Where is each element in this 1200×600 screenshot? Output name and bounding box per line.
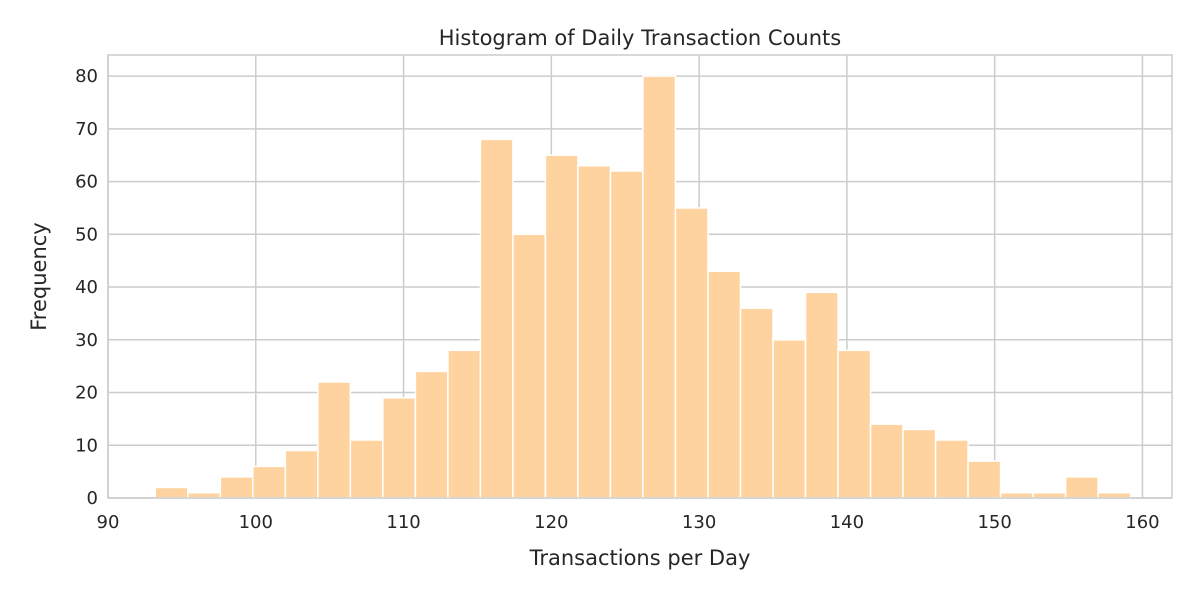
histogram-bar	[1064, 476, 1099, 499]
histogram-bar	[804, 291, 839, 499]
y-tick-label: 70	[75, 119, 98, 140]
histogram-bar	[284, 449, 319, 499]
histogram-bar	[934, 439, 969, 499]
tick-layer: 90 100 110 120 130 140 150 160 0 10 20 30 40 50 60 70 80	[75, 66, 1160, 533]
histogram-bar	[707, 270, 742, 499]
histogram-bar	[869, 423, 904, 499]
histogram-bar	[544, 154, 579, 499]
bar-layer	[154, 75, 1132, 499]
histogram-bar	[902, 428, 937, 499]
histogram-bar	[1097, 491, 1132, 499]
histogram-bar	[349, 439, 384, 499]
histogram-bar	[1032, 491, 1067, 499]
y-tick-label: 40	[75, 277, 98, 298]
histogram-bar	[414, 370, 449, 499]
histogram-bar	[837, 349, 872, 499]
x-tick-label: 150	[977, 512, 1011, 533]
y-tick-label: 0	[87, 488, 98, 509]
x-axis-label: Transactions per Day	[529, 546, 751, 570]
histogram-bar	[967, 460, 1002, 499]
histogram-bar	[999, 491, 1034, 499]
histogram-bar	[317, 381, 352, 499]
x-tick-label: 140	[830, 512, 864, 533]
x-tick-label: 130	[682, 512, 716, 533]
y-axis-label: Frequency	[27, 222, 51, 331]
histogram-bar	[674, 207, 709, 499]
y-tick-label: 50	[75, 224, 98, 245]
x-tick-label: 120	[534, 512, 568, 533]
x-tick-label: 100	[239, 512, 273, 533]
x-tick-label: 90	[97, 512, 120, 533]
histogram-bar	[642, 75, 677, 499]
y-tick-label: 30	[75, 330, 98, 351]
y-tick-label: 20	[75, 383, 98, 404]
histogram-bar	[252, 465, 287, 499]
histogram-bar	[512, 233, 547, 499]
x-tick-label: 160	[1125, 512, 1159, 533]
histogram-bar	[739, 307, 774, 499]
histogram-bar	[187, 491, 222, 499]
x-tick-label: 110	[386, 512, 420, 533]
histogram-bar	[154, 486, 189, 499]
y-tick-label: 60	[75, 172, 98, 193]
histogram-bar	[382, 397, 417, 499]
histogram-bar	[609, 170, 644, 499]
histogram-bar	[577, 165, 612, 499]
histogram-bar	[479, 138, 514, 499]
histogram-bar	[219, 476, 254, 499]
histogram-bar	[772, 339, 807, 499]
chart-title: Histogram of Daily Transaction Counts	[439, 26, 841, 50]
histogram-bar	[447, 349, 482, 499]
plot-frame	[107, 54, 1173, 499]
y-tick-label: 10	[75, 435, 98, 456]
y-tick-label: 80	[75, 66, 98, 87]
